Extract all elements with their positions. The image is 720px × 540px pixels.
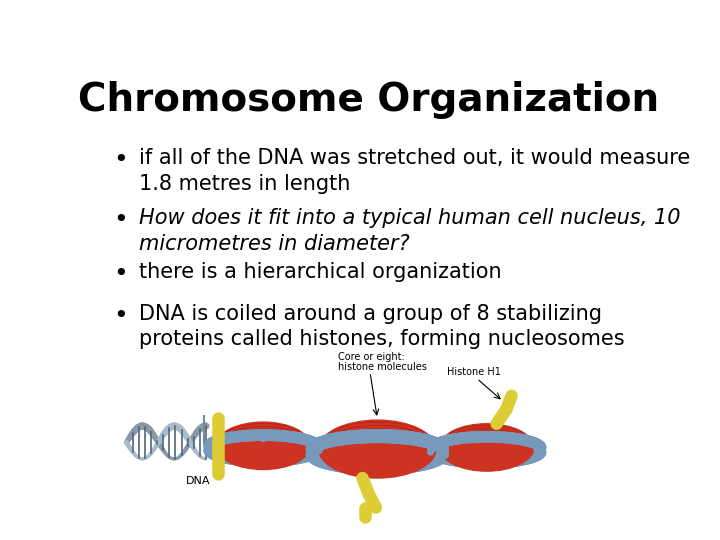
Text: •: • [113,262,128,286]
Text: there is a hierarchical organization: there is a hierarchical organization [139,262,502,282]
Ellipse shape [237,434,261,441]
Text: DNA: DNA [186,476,211,485]
Ellipse shape [345,435,374,443]
Text: Histone H1: Histone H1 [447,367,501,377]
Text: •: • [113,304,128,328]
Ellipse shape [439,424,534,471]
Text: DNA is coiled around a group of 8 stabilizing
proteins called histones, forming : DNA is coiled around a group of 8 stabil… [139,304,625,349]
Text: •: • [113,148,128,172]
Ellipse shape [216,422,310,469]
Text: How does it fit into a typical human cell nucleus, 10
micrometres in diameter?: How does it fit into a typical human cel… [139,208,680,254]
Ellipse shape [319,420,436,478]
Ellipse shape [461,436,485,443]
Text: •: • [113,208,128,232]
Text: histone molecules: histone molecules [338,362,426,372]
Text: Core or eight:: Core or eight: [338,352,405,362]
Text: if all of the DNA was stretched out, it would measure
1.8 metres in length: if all of the DNA was stretched out, it … [139,148,690,193]
Text: Chromosome Organization: Chromosome Organization [78,82,660,119]
